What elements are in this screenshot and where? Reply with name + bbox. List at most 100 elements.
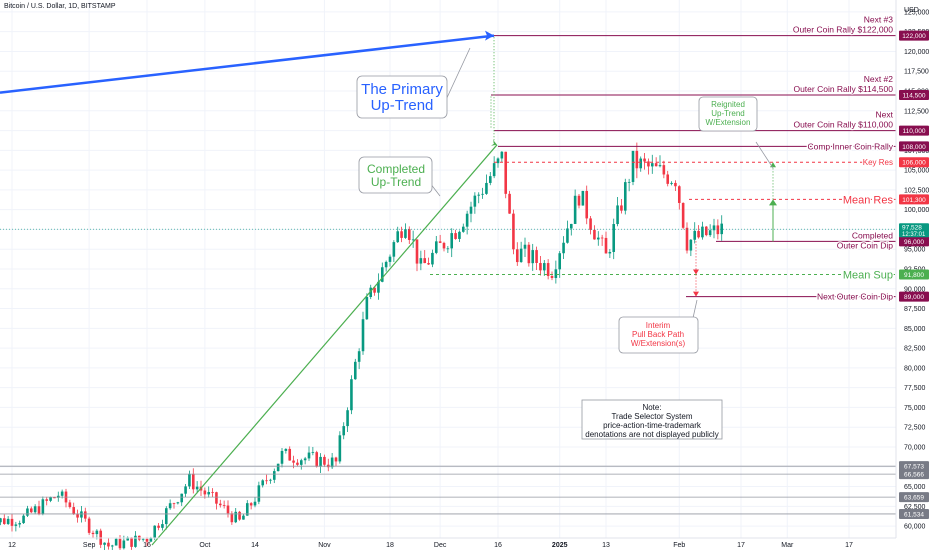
candle-body bbox=[145, 538, 149, 542]
candle-body bbox=[261, 480, 265, 486]
price-tags: 122,000 114,500 110,000 108,000 106,000 101,3… bbox=[899, 30, 929, 519]
candle-body bbox=[288, 448, 292, 461]
note-label-line: price-action-time-trademark bbox=[603, 421, 702, 430]
price-tag-label: 96,000 bbox=[904, 239, 924, 246]
y-tick-label: 95,000 bbox=[904, 247, 926, 254]
primary-uptrend-arrowhead bbox=[485, 30, 494, 41]
candle-body bbox=[423, 258, 427, 264]
y-tick-label: 65,000 bbox=[904, 484, 926, 491]
y-tick-label: 75,000 bbox=[904, 405, 926, 412]
x-tick-label: Dec bbox=[434, 542, 447, 549]
candle-body bbox=[211, 491, 214, 493]
candle-body bbox=[512, 213, 515, 250]
candle-body bbox=[631, 150, 635, 182]
pullback-arrowhead bbox=[693, 269, 699, 275]
candle-body bbox=[284, 448, 288, 451]
interim-label-line: Pull Back Path bbox=[632, 330, 684, 339]
candle-body bbox=[716, 225, 720, 235]
pullback-extension-arrowhead bbox=[693, 291, 699, 297]
candle-body bbox=[701, 226, 704, 238]
lower-price-tag bbox=[899, 492, 929, 503]
candle-body bbox=[172, 503, 176, 505]
candle-body bbox=[29, 508, 33, 513]
price-tag-label: 89,000 bbox=[904, 294, 924, 301]
level-label-line: Next #3 bbox=[864, 15, 894, 25]
reignited-label-line: Reignited bbox=[711, 100, 745, 109]
price-tag bbox=[899, 236, 929, 247]
candle-body bbox=[485, 182, 488, 194]
grid bbox=[0, 0, 896, 538]
candle-body bbox=[531, 250, 535, 264]
candle-body bbox=[469, 206, 473, 214]
candle-body bbox=[272, 471, 276, 480]
candle-body bbox=[265, 480, 268, 482]
candle-body bbox=[562, 242, 565, 254]
candle-body bbox=[674, 182, 677, 187]
interim-label: Interim Pull Back Path W/Extension(s) bbox=[631, 321, 686, 348]
price-tag-label: 110,000 bbox=[902, 128, 925, 135]
candle-body bbox=[492, 163, 496, 177]
candle-body bbox=[427, 263, 430, 265]
level-label-line: Mean Res bbox=[843, 194, 894, 206]
candle-body bbox=[566, 228, 569, 243]
candle-body bbox=[377, 281, 380, 293]
candle-body bbox=[585, 190, 589, 219]
candle-body bbox=[14, 524, 18, 526]
candle-body bbox=[203, 490, 207, 495]
candle-body bbox=[689, 239, 693, 251]
lower-price-tag bbox=[899, 461, 929, 472]
candle-body bbox=[450, 233, 454, 249]
candle-body bbox=[508, 193, 511, 214]
candle-body bbox=[249, 503, 253, 506]
level-label: Next Outer Coin Dip bbox=[817, 292, 893, 302]
candle-body bbox=[639, 158, 643, 169]
candle-body bbox=[647, 161, 650, 167]
completed-uptrend-label: Completed Up-Trend bbox=[367, 162, 425, 189]
x-tick-label: 2025 bbox=[552, 542, 568, 549]
candle-body bbox=[558, 253, 562, 270]
level-label-line: Next Outer Coin Dip bbox=[817, 292, 893, 302]
candle-body bbox=[593, 229, 596, 240]
candle-body bbox=[658, 165, 662, 167]
candle-body bbox=[215, 492, 218, 504]
candle-body bbox=[303, 458, 307, 461]
candle-body bbox=[253, 501, 257, 506]
candle-body bbox=[242, 515, 245, 520]
candle-body bbox=[404, 229, 407, 238]
price-tag-label: 106,000 bbox=[902, 160, 926, 167]
level-label-line: Next bbox=[876, 110, 894, 120]
candle-body bbox=[635, 150, 639, 169]
candle-body bbox=[311, 452, 315, 453]
candle-body bbox=[662, 165, 666, 175]
candle-body bbox=[527, 244, 531, 264]
candle-body bbox=[608, 251, 612, 254]
candle-body bbox=[134, 535, 137, 547]
x-tick-label: Oct bbox=[199, 542, 210, 549]
x-tick-label: 13 bbox=[602, 542, 610, 549]
interim-label-line: Interim bbox=[646, 321, 671, 330]
candle-body bbox=[257, 485, 261, 502]
x-tick-label: Nov bbox=[318, 542, 331, 549]
candle-body bbox=[434, 241, 438, 253]
y-tick-label: 60,000 bbox=[904, 524, 926, 531]
time-axis[interactable]: 12 Sep 16 Oct 14 Nov 18 Dec 16 2025 13 Feb 17 Mar 17 bbox=[8, 542, 853, 549]
price-tag-label: 122,000 bbox=[902, 33, 926, 40]
y-tick-label: 90,000 bbox=[904, 286, 926, 293]
last-price-tag bbox=[899, 223, 929, 238]
level-label: Mean Res bbox=[843, 194, 894, 206]
candle-body bbox=[708, 230, 712, 236]
candle-body bbox=[539, 262, 542, 271]
candle-body bbox=[400, 231, 403, 238]
candle-body bbox=[496, 158, 500, 164]
price-tag bbox=[899, 125, 929, 136]
price-tag bbox=[899, 89, 929, 100]
note-box bbox=[581, 399, 723, 440]
price-tag-label: 101,300 bbox=[902, 197, 926, 204]
candle-body bbox=[342, 426, 346, 436]
candle-body bbox=[720, 223, 724, 235]
currency-label: USD bbox=[904, 7, 919, 14]
y-tick-label: 85,000 bbox=[904, 326, 926, 333]
candle-body bbox=[234, 511, 238, 523]
level-label: Next Outer Coin Rally $110,000 bbox=[793, 110, 893, 130]
